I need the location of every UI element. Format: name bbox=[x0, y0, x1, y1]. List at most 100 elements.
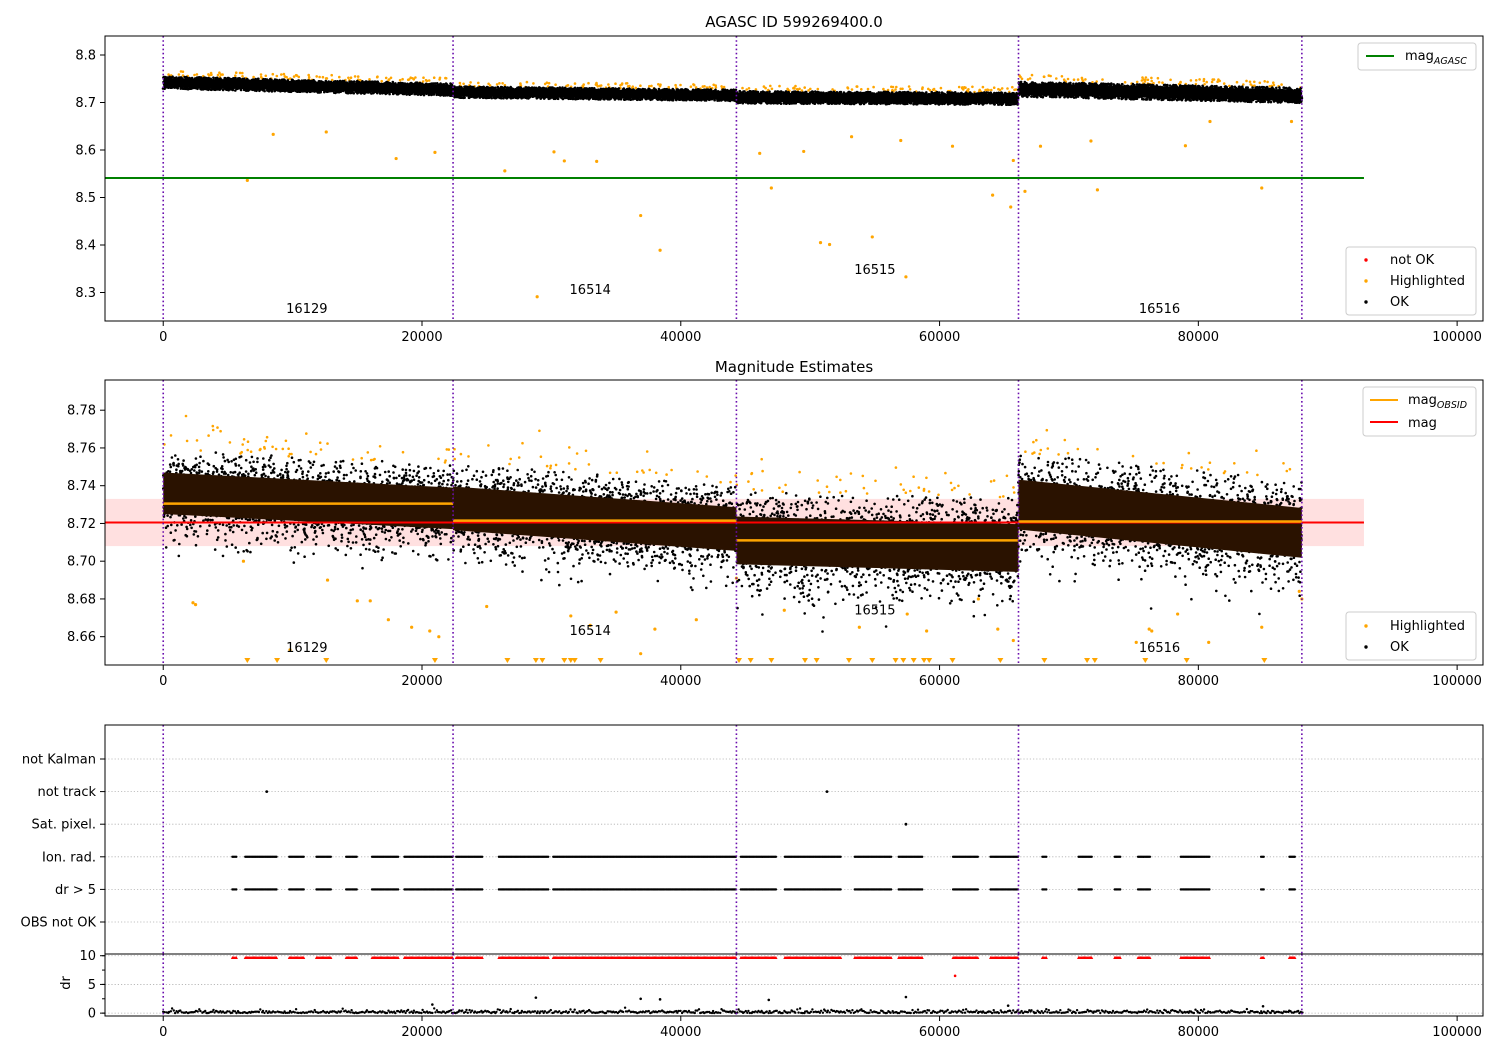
p1-point bbox=[193, 73, 196, 77]
p1-point bbox=[307, 76, 311, 79]
p1-point bbox=[270, 90, 274, 93]
p1-point bbox=[376, 75, 379, 78]
p1-point bbox=[433, 82, 437, 85]
p1-point bbox=[607, 83, 610, 86]
p1-point bbox=[846, 87, 850, 90]
p1-point bbox=[703, 85, 706, 88]
p1-point bbox=[271, 72, 275, 76]
p1-point bbox=[971, 85, 974, 89]
p1-point bbox=[368, 78, 371, 81]
p1-point bbox=[850, 88, 854, 91]
p1-point bbox=[779, 102, 783, 105]
p1-point bbox=[330, 78, 334, 82]
p1-point bbox=[891, 85, 895, 89]
p1-point bbox=[962, 88, 965, 91]
p1-point bbox=[234, 71, 238, 74]
p1-point bbox=[981, 85, 985, 89]
p1-point bbox=[239, 88, 243, 92]
p1-point bbox=[679, 83, 682, 87]
p1-point bbox=[309, 90, 312, 93]
p1-point bbox=[171, 75, 174, 78]
p1-point bbox=[167, 73, 170, 76]
p1-point bbox=[998, 88, 1002, 92]
p1-point bbox=[1006, 87, 1009, 90]
p1-point bbox=[414, 76, 417, 79]
p1-point bbox=[756, 90, 760, 94]
p1-point bbox=[607, 87, 611, 90]
p1-point bbox=[438, 76, 442, 80]
p1-point bbox=[966, 90, 970, 93]
p1-point bbox=[398, 78, 402, 82]
p1-point bbox=[263, 89, 266, 93]
p1-point bbox=[798, 87, 801, 91]
p1-point bbox=[208, 74, 211, 77]
p1-point bbox=[490, 96, 494, 100]
p1-point bbox=[831, 88, 834, 91]
p1-point bbox=[347, 76, 350, 80]
p1-point bbox=[713, 98, 716, 102]
p1-point bbox=[325, 77, 329, 80]
p1-point bbox=[866, 87, 870, 91]
p1-point bbox=[639, 84, 642, 87]
p1-point bbox=[596, 85, 599, 88]
p1-point bbox=[425, 79, 429, 83]
p1-point bbox=[307, 73, 311, 77]
p1-point bbox=[462, 82, 465, 86]
p1-point bbox=[412, 78, 416, 81]
p1-point bbox=[839, 90, 843, 94]
p1-point bbox=[353, 75, 357, 78]
p1-point bbox=[432, 76, 436, 79]
p1-point bbox=[554, 83, 557, 86]
p1-point bbox=[566, 84, 570, 87]
p1-point bbox=[694, 86, 698, 89]
agasc-magnitude-panel: 0 20000 40000 60000 80000 100000 8.38.48.58.6… bbox=[75, 13, 1484, 345]
p1-point bbox=[961, 86, 964, 89]
p1-point bbox=[640, 98, 644, 101]
p1-point bbox=[581, 85, 585, 89]
p1-point bbox=[181, 87, 185, 90]
p1-point bbox=[231, 88, 235, 92]
p1-point bbox=[285, 75, 288, 79]
p1-point bbox=[221, 73, 224, 76]
p1-point bbox=[899, 87, 902, 91]
p1-point bbox=[444, 77, 448, 80]
p1-point bbox=[1014, 88, 1018, 91]
p1-point bbox=[617, 87, 621, 90]
p1-point bbox=[282, 72, 286, 76]
p1-point bbox=[708, 85, 711, 89]
p1-point bbox=[401, 77, 404, 81]
p1-point bbox=[1000, 87, 1004, 90]
p1-point bbox=[356, 75, 360, 78]
p1-point bbox=[573, 82, 577, 85]
p1-point bbox=[620, 82, 624, 85]
p1-point bbox=[894, 88, 897, 91]
p1-point bbox=[241, 71, 244, 75]
p1-point bbox=[811, 90, 815, 94]
p1-point bbox=[629, 98, 632, 101]
p1-point bbox=[957, 85, 961, 89]
p1-point bbox=[648, 84, 651, 88]
p1-point bbox=[264, 74, 268, 78]
p1-point bbox=[932, 87, 936, 91]
p1-point bbox=[800, 89, 804, 92]
p1-point bbox=[939, 86, 943, 90]
p1-point bbox=[734, 88, 738, 92]
p1-point bbox=[992, 86, 996, 89]
p1-point bbox=[634, 86, 638, 90]
p1-point bbox=[315, 75, 319, 78]
p1-point bbox=[573, 86, 577, 90]
p1-point bbox=[964, 86, 967, 89]
p1-point bbox=[176, 87, 179, 90]
p1-point bbox=[259, 73, 263, 76]
p1-point bbox=[631, 85, 635, 88]
p1-point bbox=[359, 78, 362, 82]
p1-point bbox=[163, 87, 166, 90]
p1-point bbox=[901, 87, 904, 91]
p1-point bbox=[921, 86, 924, 89]
p1-point bbox=[590, 86, 594, 90]
p1-point bbox=[587, 81, 590, 85]
p1-point bbox=[769, 84, 772, 88]
p1-point bbox=[547, 81, 551, 85]
p1-point bbox=[498, 82, 501, 85]
